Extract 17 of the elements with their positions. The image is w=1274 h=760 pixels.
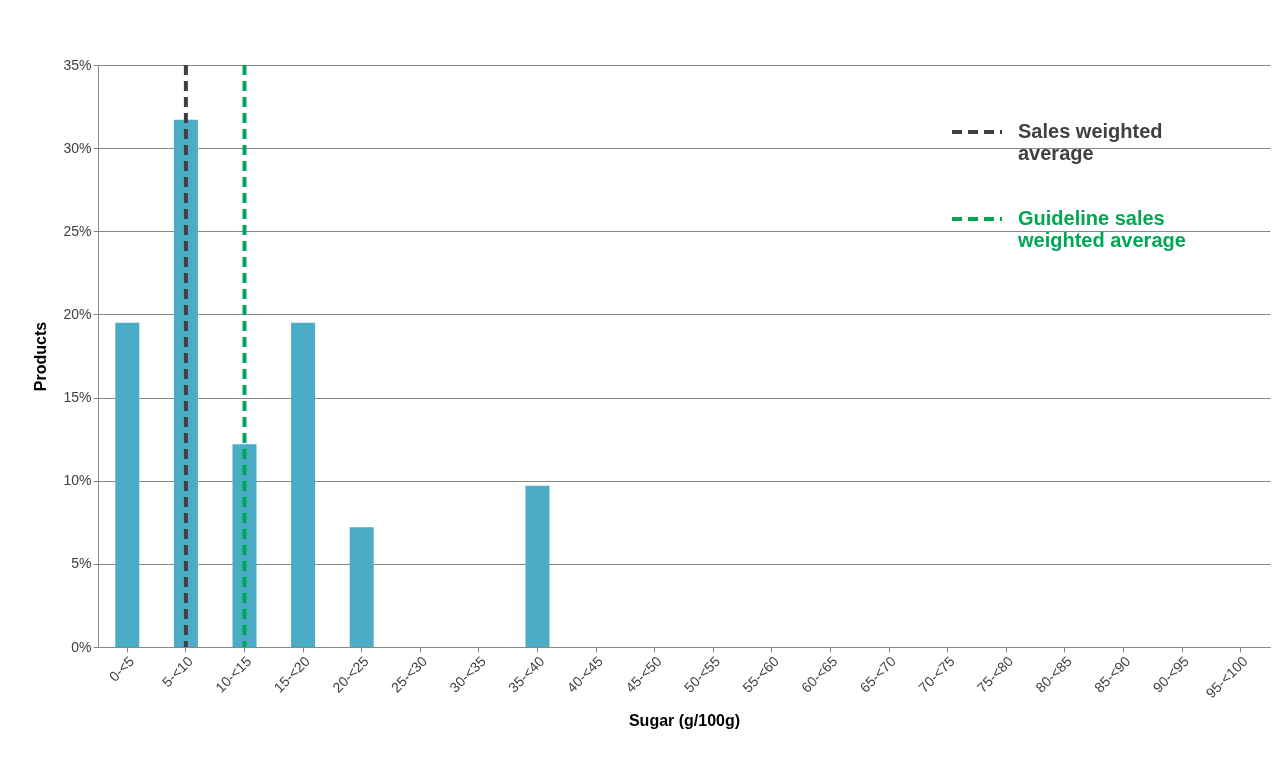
bar (525, 485, 550, 647)
y-axis-title: Products (32, 321, 50, 392)
bar (291, 322, 316, 647)
y-tick-label: 20% (63, 305, 92, 322)
y-tick-label: 25% (63, 222, 92, 239)
y-tick-label: 5% (71, 555, 92, 572)
y-tick-label: 35% (63, 56, 92, 73)
ref-line-label: Guideline sales weighted average (1017, 207, 1186, 251)
y-tick-label: 30% (63, 139, 92, 156)
y-tick-label: 15% (63, 389, 92, 406)
bar (232, 444, 257, 647)
y-tick-label: 10% (63, 472, 92, 489)
bar (115, 322, 140, 647)
bar (349, 527, 374, 647)
y-tick-label: 0% (71, 638, 92, 655)
ref-line-label: Sales weighted average (1018, 120, 1163, 164)
x-axis-title: Sugar (g/100g) (628, 712, 741, 730)
